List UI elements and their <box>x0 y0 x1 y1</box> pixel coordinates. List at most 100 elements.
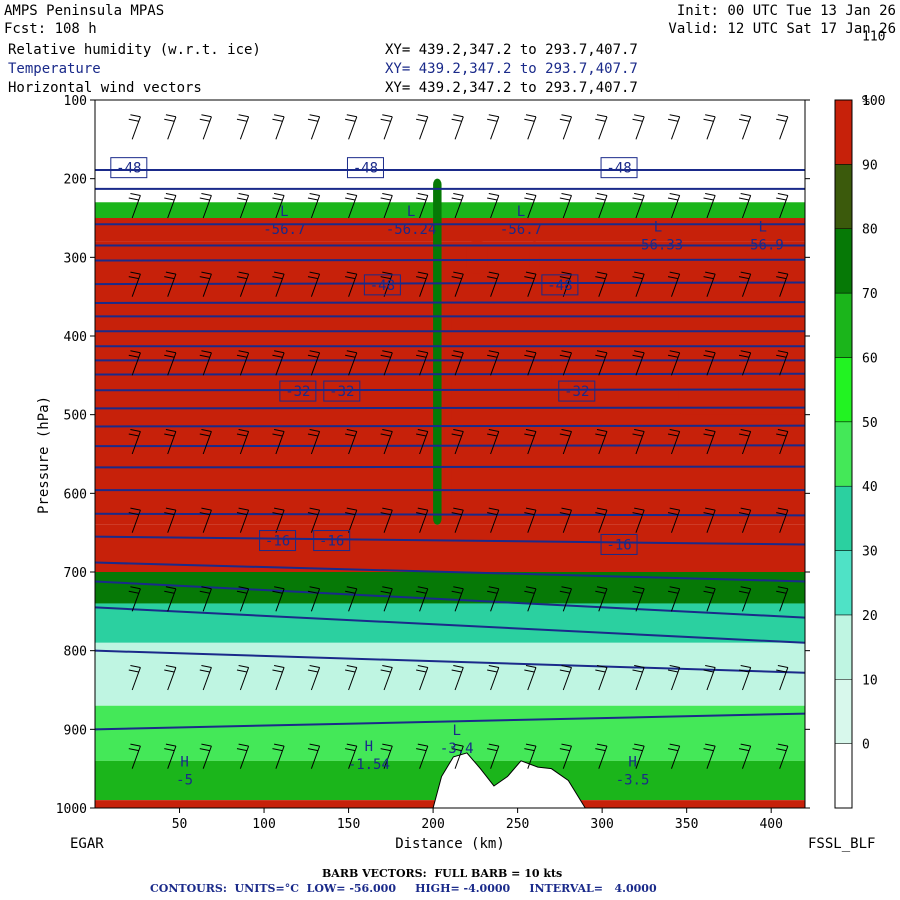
wind-barb <box>667 507 681 533</box>
barb-feather <box>669 743 680 747</box>
barb-feather <box>417 664 428 668</box>
barb-feather <box>738 118 750 122</box>
wind-barb <box>524 114 537 140</box>
extremum: L -56.7 <box>500 204 542 238</box>
wind-barb <box>236 428 250 455</box>
barb-feather <box>596 271 608 275</box>
barb-feather <box>524 590 535 594</box>
x-tick-label: 150 <box>337 817 360 832</box>
wind-barb <box>199 507 212 533</box>
barb-feather <box>416 197 427 201</box>
barb-feather <box>416 433 427 437</box>
wind-barb <box>416 271 429 297</box>
barb-feather <box>776 748 787 752</box>
contour-label-box <box>541 274 579 296</box>
wind-barb <box>272 743 285 769</box>
barb-feather <box>632 512 643 516</box>
x-tick-label: 200 <box>421 817 444 832</box>
barb-staff <box>635 352 645 376</box>
right-station-label: FSSL_BLF <box>808 836 875 852</box>
wind-barb <box>487 271 500 297</box>
barb-feather <box>238 428 249 432</box>
barb-feather <box>128 433 139 437</box>
barb-feather <box>669 586 680 590</box>
barb-feather <box>632 590 643 594</box>
barb-feather <box>164 354 175 358</box>
contour-label-text: -48 <box>116 161 141 177</box>
barb-feather <box>199 197 210 201</box>
barb-feather <box>561 743 572 747</box>
barb-feather <box>703 197 714 201</box>
wind-barb <box>236 271 250 297</box>
contour-label: -16 <box>259 530 297 552</box>
wind-barb <box>559 664 572 691</box>
barb-feather <box>634 507 645 511</box>
barb-feather <box>130 114 141 118</box>
barb-staff <box>419 116 429 140</box>
extremum-type: L <box>759 220 767 236</box>
wind-barb <box>199 192 212 219</box>
barb-feather <box>740 743 751 747</box>
barb-staff <box>239 273 250 297</box>
wind-barb <box>307 428 321 455</box>
barb-feather <box>703 512 714 516</box>
barb-feather <box>632 669 643 673</box>
barb-feather <box>380 118 391 122</box>
barb-feather <box>524 433 535 437</box>
isotherm-6 <box>95 301 805 304</box>
y-tick-label: 900 <box>64 723 87 738</box>
barb-staff <box>202 116 212 140</box>
colorbar-tick-label: 20 <box>862 609 878 624</box>
wind-barb <box>776 664 789 691</box>
wind-barb <box>451 664 464 691</box>
wind-barb <box>632 114 645 140</box>
barb-feather <box>632 118 643 122</box>
barb-feather <box>525 114 537 118</box>
barb-feather <box>164 197 175 201</box>
terrain <box>432 752 586 808</box>
barb-staff <box>167 667 177 691</box>
barb-feather <box>705 743 716 747</box>
colorbar-bin <box>834 485 853 551</box>
barb-staff <box>454 273 464 297</box>
barb-feather <box>345 276 356 280</box>
isotherm-21 <box>95 580 805 619</box>
barb-feather <box>453 114 464 118</box>
wind-barbs <box>128 114 789 769</box>
contour-label-box <box>313 530 351 552</box>
barb-staff <box>202 431 212 455</box>
extremum-value: -5 <box>176 773 193 789</box>
barb-staff <box>348 509 358 533</box>
barb-feather <box>525 507 537 511</box>
contour-label: -48 <box>110 157 148 179</box>
barb-feather <box>487 197 498 201</box>
barb-staff <box>202 588 212 612</box>
barb-feather <box>561 271 572 275</box>
barb-staff <box>202 745 212 769</box>
barb-staff <box>527 509 537 533</box>
barb-feather <box>524 118 535 122</box>
barb-feather <box>561 428 572 432</box>
barb-feather <box>488 664 499 668</box>
barb-feather <box>382 271 393 275</box>
wind-barb <box>272 586 285 612</box>
barb-feather <box>705 271 716 275</box>
colorbar-tick-label: 50 <box>862 416 878 431</box>
barb-feather <box>165 664 177 668</box>
barb-feather <box>740 192 751 196</box>
barb-feather <box>740 428 751 432</box>
barb-feather <box>596 428 608 432</box>
wind-barb <box>595 428 608 455</box>
wind-barb <box>738 428 752 455</box>
wind-barb <box>632 507 645 533</box>
barb-feather <box>740 271 751 275</box>
barb-staff <box>131 273 141 297</box>
terrain-profile <box>432 752 586 808</box>
barb-staff <box>527 273 537 297</box>
wind-barb <box>524 350 537 376</box>
barb-staff <box>310 509 321 533</box>
wind-barb <box>236 114 250 140</box>
field-rh-coords: XY= 439.2,347.2 to 293.7,407.7 <box>385 42 638 58</box>
wind-barb <box>524 271 537 297</box>
barb-feather <box>309 192 320 196</box>
